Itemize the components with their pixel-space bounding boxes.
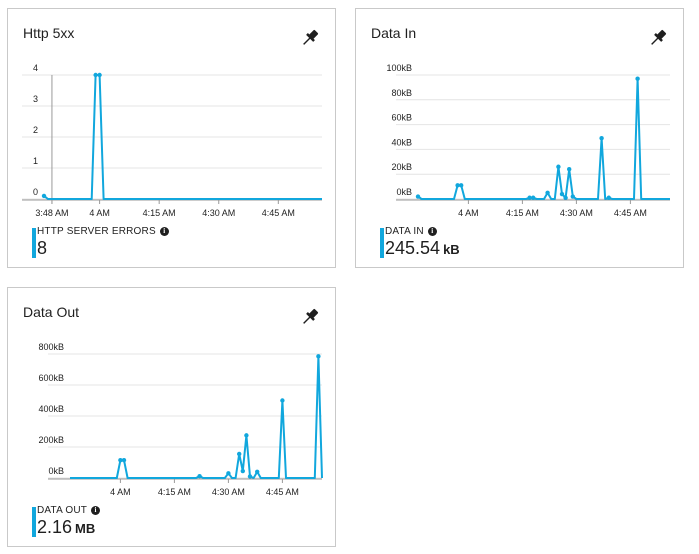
data-point — [244, 433, 249, 438]
data-in-summary: DATA IN i 245.54 kB — [380, 226, 460, 259]
data-point — [459, 183, 464, 188]
pin-icon[interactable] — [299, 27, 321, 49]
info-icon[interactable]: i — [91, 506, 101, 515]
summary-value: 2.16 — [37, 517, 73, 537]
x-tick-label: 4 AM — [89, 208, 110, 218]
summary-value: 245.54 — [385, 238, 441, 258]
x-tick-label: 4:15 AM — [158, 487, 191, 497]
x-tick-label: 4:45 AM — [266, 487, 299, 497]
summary-unit: MB — [75, 521, 96, 536]
y-tick-label: 3 — [33, 94, 38, 104]
data-point — [93, 72, 98, 78]
data-point — [556, 164, 561, 169]
y-tick-label: 0kB — [396, 187, 412, 197]
data-point — [455, 183, 460, 188]
http-5xx-chart: 0 1 2 3 4 3:48 AM 4 AM 4:15 AM 4:30 AM 4:45 AM — [22, 63, 322, 218]
data-point — [41, 193, 47, 199]
pin-icon[interactable] — [647, 27, 669, 49]
y-tick-label: 20kB — [391, 162, 412, 172]
data-point — [240, 468, 245, 474]
data-point — [545, 190, 550, 195]
x-tick-label: 4:30 AM — [212, 487, 245, 497]
y-tick-label: 4 — [33, 63, 38, 73]
y-tick-label: 600kB — [38, 373, 64, 383]
x-tick-label: 4:15 AM — [143, 208, 176, 218]
y-tick-label: 1 — [33, 156, 38, 166]
data-point — [599, 136, 604, 141]
series-line — [43, 74, 322, 200]
data-point — [255, 469, 260, 474]
tile-title: Data In — [371, 25, 417, 41]
summary-label: HTTP SERVER ERRORS — [37, 226, 156, 237]
data-point — [606, 195, 611, 200]
series-line — [70, 355, 323, 479]
http-5xx-summary: HTTP SERVER ERRORS i 8 — [32, 226, 169, 259]
y-tick-label: 80kB — [391, 88, 412, 98]
info-icon[interactable]: i — [427, 227, 437, 236]
data-out-tile[interactable]: Data Out 0kB 200kB 400kB 600kB 800kB 4 AM 4:15… — [7, 287, 336, 547]
y-tick-label: 400kB — [38, 404, 64, 414]
summary-unit: kB — [443, 242, 460, 257]
data-in-tile[interactable]: Data In 0kB 20kB 40kB 60kB 80kB 100kB 4 AM 4:15… — [355, 8, 684, 268]
info-icon[interactable]: i — [159, 227, 169, 236]
summary-label: DATA IN — [385, 226, 424, 237]
series-line — [417, 77, 670, 200]
y-tick-label: 0kB — [48, 466, 64, 476]
summary-color-bar — [380, 228, 384, 258]
data-point — [635, 76, 640, 81]
data-point — [280, 398, 285, 403]
x-tick-label: 4:15 AM — [506, 208, 539, 218]
summary-value: 8 — [37, 238, 48, 258]
data-point — [118, 457, 123, 463]
y-tick-label: 800kB — [38, 342, 64, 352]
y-tick-label: 0 — [33, 187, 38, 197]
y-tick-label: 60kB — [391, 113, 412, 123]
data-point — [316, 354, 321, 359]
x-tick-label: 4 AM — [458, 208, 479, 218]
x-tick-label: 4 AM — [110, 487, 131, 497]
y-tick-label: 200kB — [38, 435, 64, 445]
data-out-chart: 0kB 200kB 400kB 600kB 800kB 4 AM 4:15 AM 4:30 A… — [38, 342, 323, 497]
data-point — [570, 194, 575, 199]
data-point — [415, 194, 421, 199]
tile-title: Data Out — [23, 304, 80, 320]
data-point — [247, 474, 253, 479]
data-point — [97, 72, 102, 78]
data-out-summary: DATA OUT i 2.16 MB — [32, 505, 101, 538]
data-point — [531, 195, 536, 200]
x-tick-label: 4:30 AM — [560, 208, 593, 218]
http-5xx-tile[interactable]: Http 5xx 0 1 2 3 4 3:48 AM 4 AM 4:15 AM 4:30 AM 4… — [7, 8, 336, 268]
data-point — [559, 191, 565, 197]
summary-label: DATA OUT — [37, 505, 88, 516]
data-point — [226, 471, 231, 476]
y-tick-label: 40kB — [391, 137, 412, 147]
y-tick-label: 2 — [33, 125, 38, 135]
summary-color-bar — [32, 507, 36, 537]
x-tick-label: 4:45 AM — [614, 208, 647, 218]
data-point — [197, 473, 202, 479]
tile-title: Http 5xx — [23, 25, 75, 41]
x-tick-label: 4:45 AM — [262, 208, 295, 218]
data-point — [237, 451, 242, 457]
data-point — [567, 167, 572, 172]
data-point — [527, 195, 532, 200]
summary-color-bar — [32, 228, 36, 258]
x-tick-label: 3:48 AM — [35, 208, 68, 218]
x-tick-label: 4:30 AM — [202, 208, 235, 218]
pin-icon[interactable] — [299, 306, 321, 328]
data-in-chart: 0kB 20kB 40kB 60kB 80kB 100kB 4 AM 4:15 AM 4:30 … — [386, 63, 670, 218]
y-tick-label: 100kB — [386, 63, 412, 73]
data-point — [121, 457, 127, 463]
data-point — [563, 195, 568, 200]
